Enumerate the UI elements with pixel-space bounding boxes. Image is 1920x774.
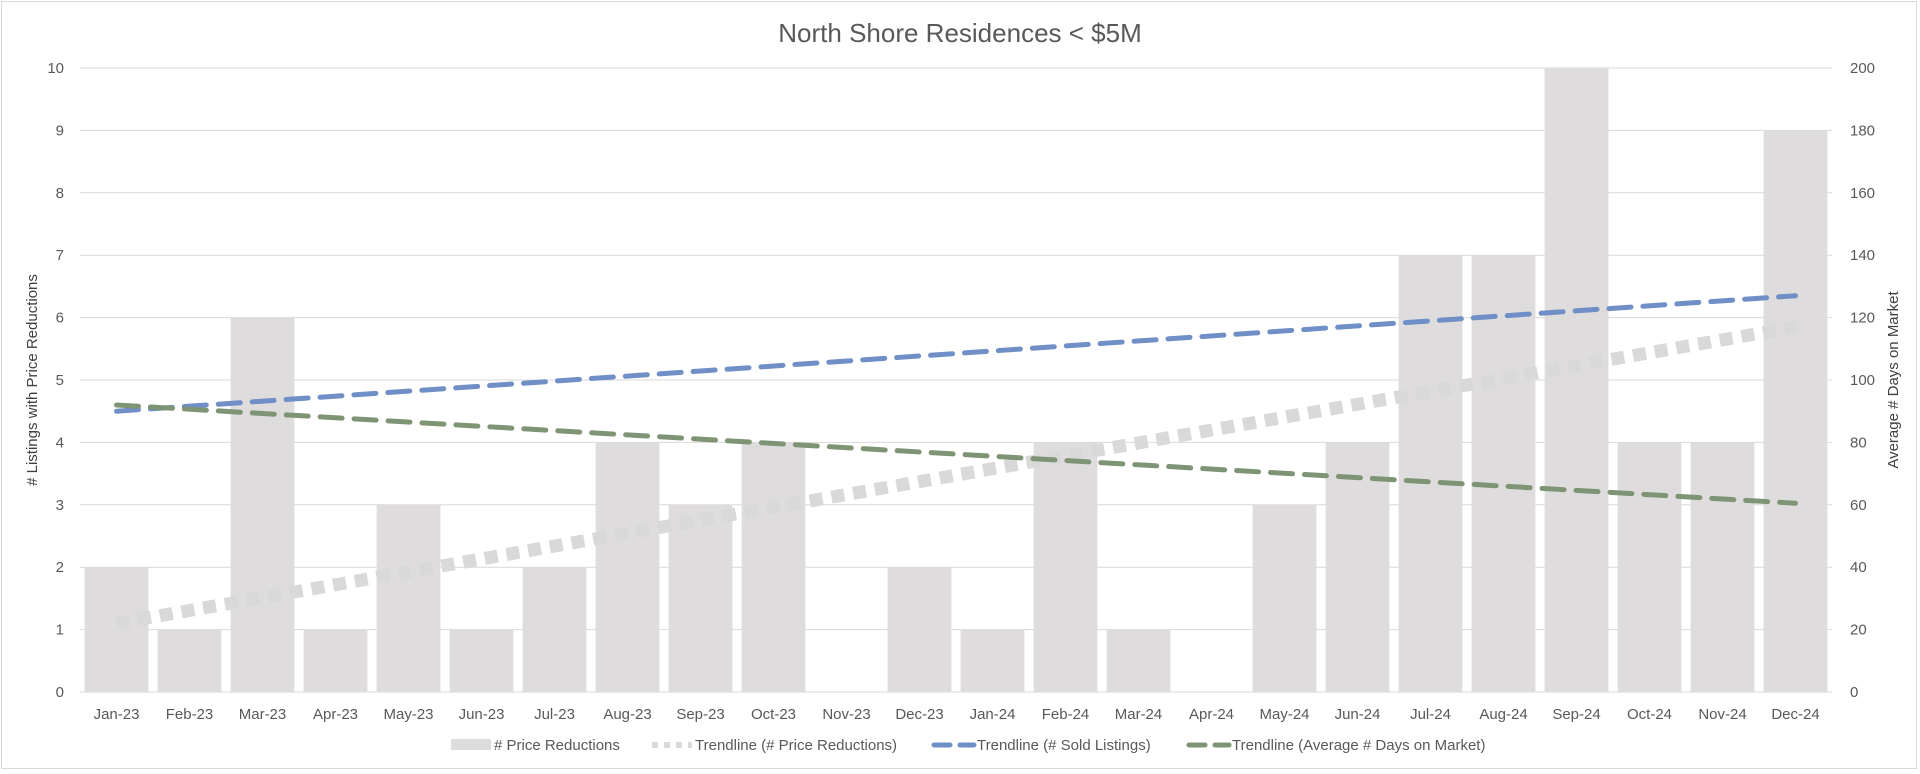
bar [1544,68,1609,692]
y-tick-label: 9 [56,122,64,139]
x-tick-label: Aug-23 [603,706,651,723]
legend-label: # Price Reductions [494,737,620,754]
bar [595,442,660,692]
bar [1763,130,1828,692]
y2-tick-label: 180 [1850,122,1875,139]
trendlines [114,293,1798,630]
x-tick-label: Jul-23 [534,706,575,723]
y-tick-label: 6 [56,310,64,327]
y2-tick-label: 200 [1850,60,1875,77]
x-tick-label: May-23 [383,706,433,723]
right-axis-ticks: 0 20 40 60 80 100 120 140 160 180 200 [1850,60,1875,701]
legend-label: Trendline (Average # Days on Market) [1232,737,1485,754]
y2-tick-label: 140 [1850,247,1875,264]
x-tick-label: Mar-24 [1115,706,1163,723]
x-tick-label: Jun-24 [1335,706,1381,723]
bar [449,629,514,692]
bar [1617,442,1682,692]
x-tick-label: Dec-23 [895,706,943,723]
x-tick-label: Oct-24 [1627,706,1672,723]
bar [376,504,441,692]
bar [303,629,368,692]
y-tick-label: 5 [56,372,64,389]
x-tick-label: Nov-23 [822,706,870,723]
bar [1106,629,1171,692]
right-axis-title: Average # Days on Market [1885,291,1902,469]
bar [1033,442,1098,692]
y2-tick-label: 40 [1850,559,1867,576]
legend: # Price Reductions Trendline (# Price Red… [451,737,1485,754]
x-tick-label: Sep-24 [1552,706,1600,723]
x-tick-label: Jul-24 [1410,706,1451,723]
y-tick-label: 1 [56,622,64,639]
trendline [115,320,1797,630]
y-tick-label: 2 [56,559,64,576]
y2-tick-label: 160 [1850,185,1875,202]
bar-series [84,68,1828,692]
x-tick-label: May-24 [1259,706,1309,723]
left-axis-ticks: 0 1 2 3 4 5 6 7 8 9 10 [47,60,64,701]
bar [157,629,222,692]
x-tick-label: Jun-23 [459,706,505,723]
x-tick-label: Sep-23 [676,706,724,723]
x-tick-label: Nov-24 [1698,706,1746,723]
bar [960,629,1025,692]
x-tick-label: Apr-23 [313,706,358,723]
x-tick-label: Oct-23 [751,706,796,723]
trendline [114,293,1798,414]
legend-swatch [451,739,491,750]
x-tick-label: Apr-24 [1189,706,1234,723]
y2-tick-label: 100 [1850,372,1875,389]
x-tick-label: Aug-24 [1479,706,1527,723]
x-tick-label: Jan-24 [970,706,1016,723]
y-tick-label: 8 [56,185,64,202]
y-tick-label: 4 [56,434,64,451]
y2-tick-label: 60 [1850,497,1867,514]
legend-label: Trendline (# Price Reductions) [695,737,897,754]
y-tick-label: 7 [56,247,64,264]
bar [1398,255,1463,692]
trendline [114,402,1798,506]
y-tick-label: 10 [47,60,64,77]
y2-tick-label: 0 [1850,684,1858,701]
x-tick-label: Feb-24 [1042,706,1090,723]
x-axis-ticks: Jan-23 Feb-23 Mar-23 Apr-23 May-23 Jun-23 Jul-… [94,706,1820,723]
x-tick-label: Feb-23 [166,706,214,723]
x-tick-label: Jan-23 [94,706,140,723]
bar [887,567,952,692]
y2-tick-label: 80 [1850,434,1867,451]
left-axis-title: # Listings with Price Reductions [24,274,41,486]
y-tick-label: 0 [56,684,64,701]
bar [1471,255,1536,692]
legend-label: Trendline (# Sold Listings) [977,737,1151,754]
bar [741,442,806,692]
bar [1690,442,1755,692]
chart-title: North Shore Residences < $5M [778,18,1141,48]
bar [1252,504,1317,692]
y2-tick-label: 120 [1850,310,1875,327]
y-tick-label: 3 [56,497,64,514]
x-tick-label: Mar-23 [239,706,287,723]
x-tick-label: Dec-24 [1771,706,1819,723]
bar [522,567,587,692]
bar [230,317,295,692]
bar [84,567,149,692]
bar [668,504,733,692]
gridlines [80,67,1832,631]
y2-tick-label: 20 [1850,622,1867,639]
bar [1325,442,1390,692]
